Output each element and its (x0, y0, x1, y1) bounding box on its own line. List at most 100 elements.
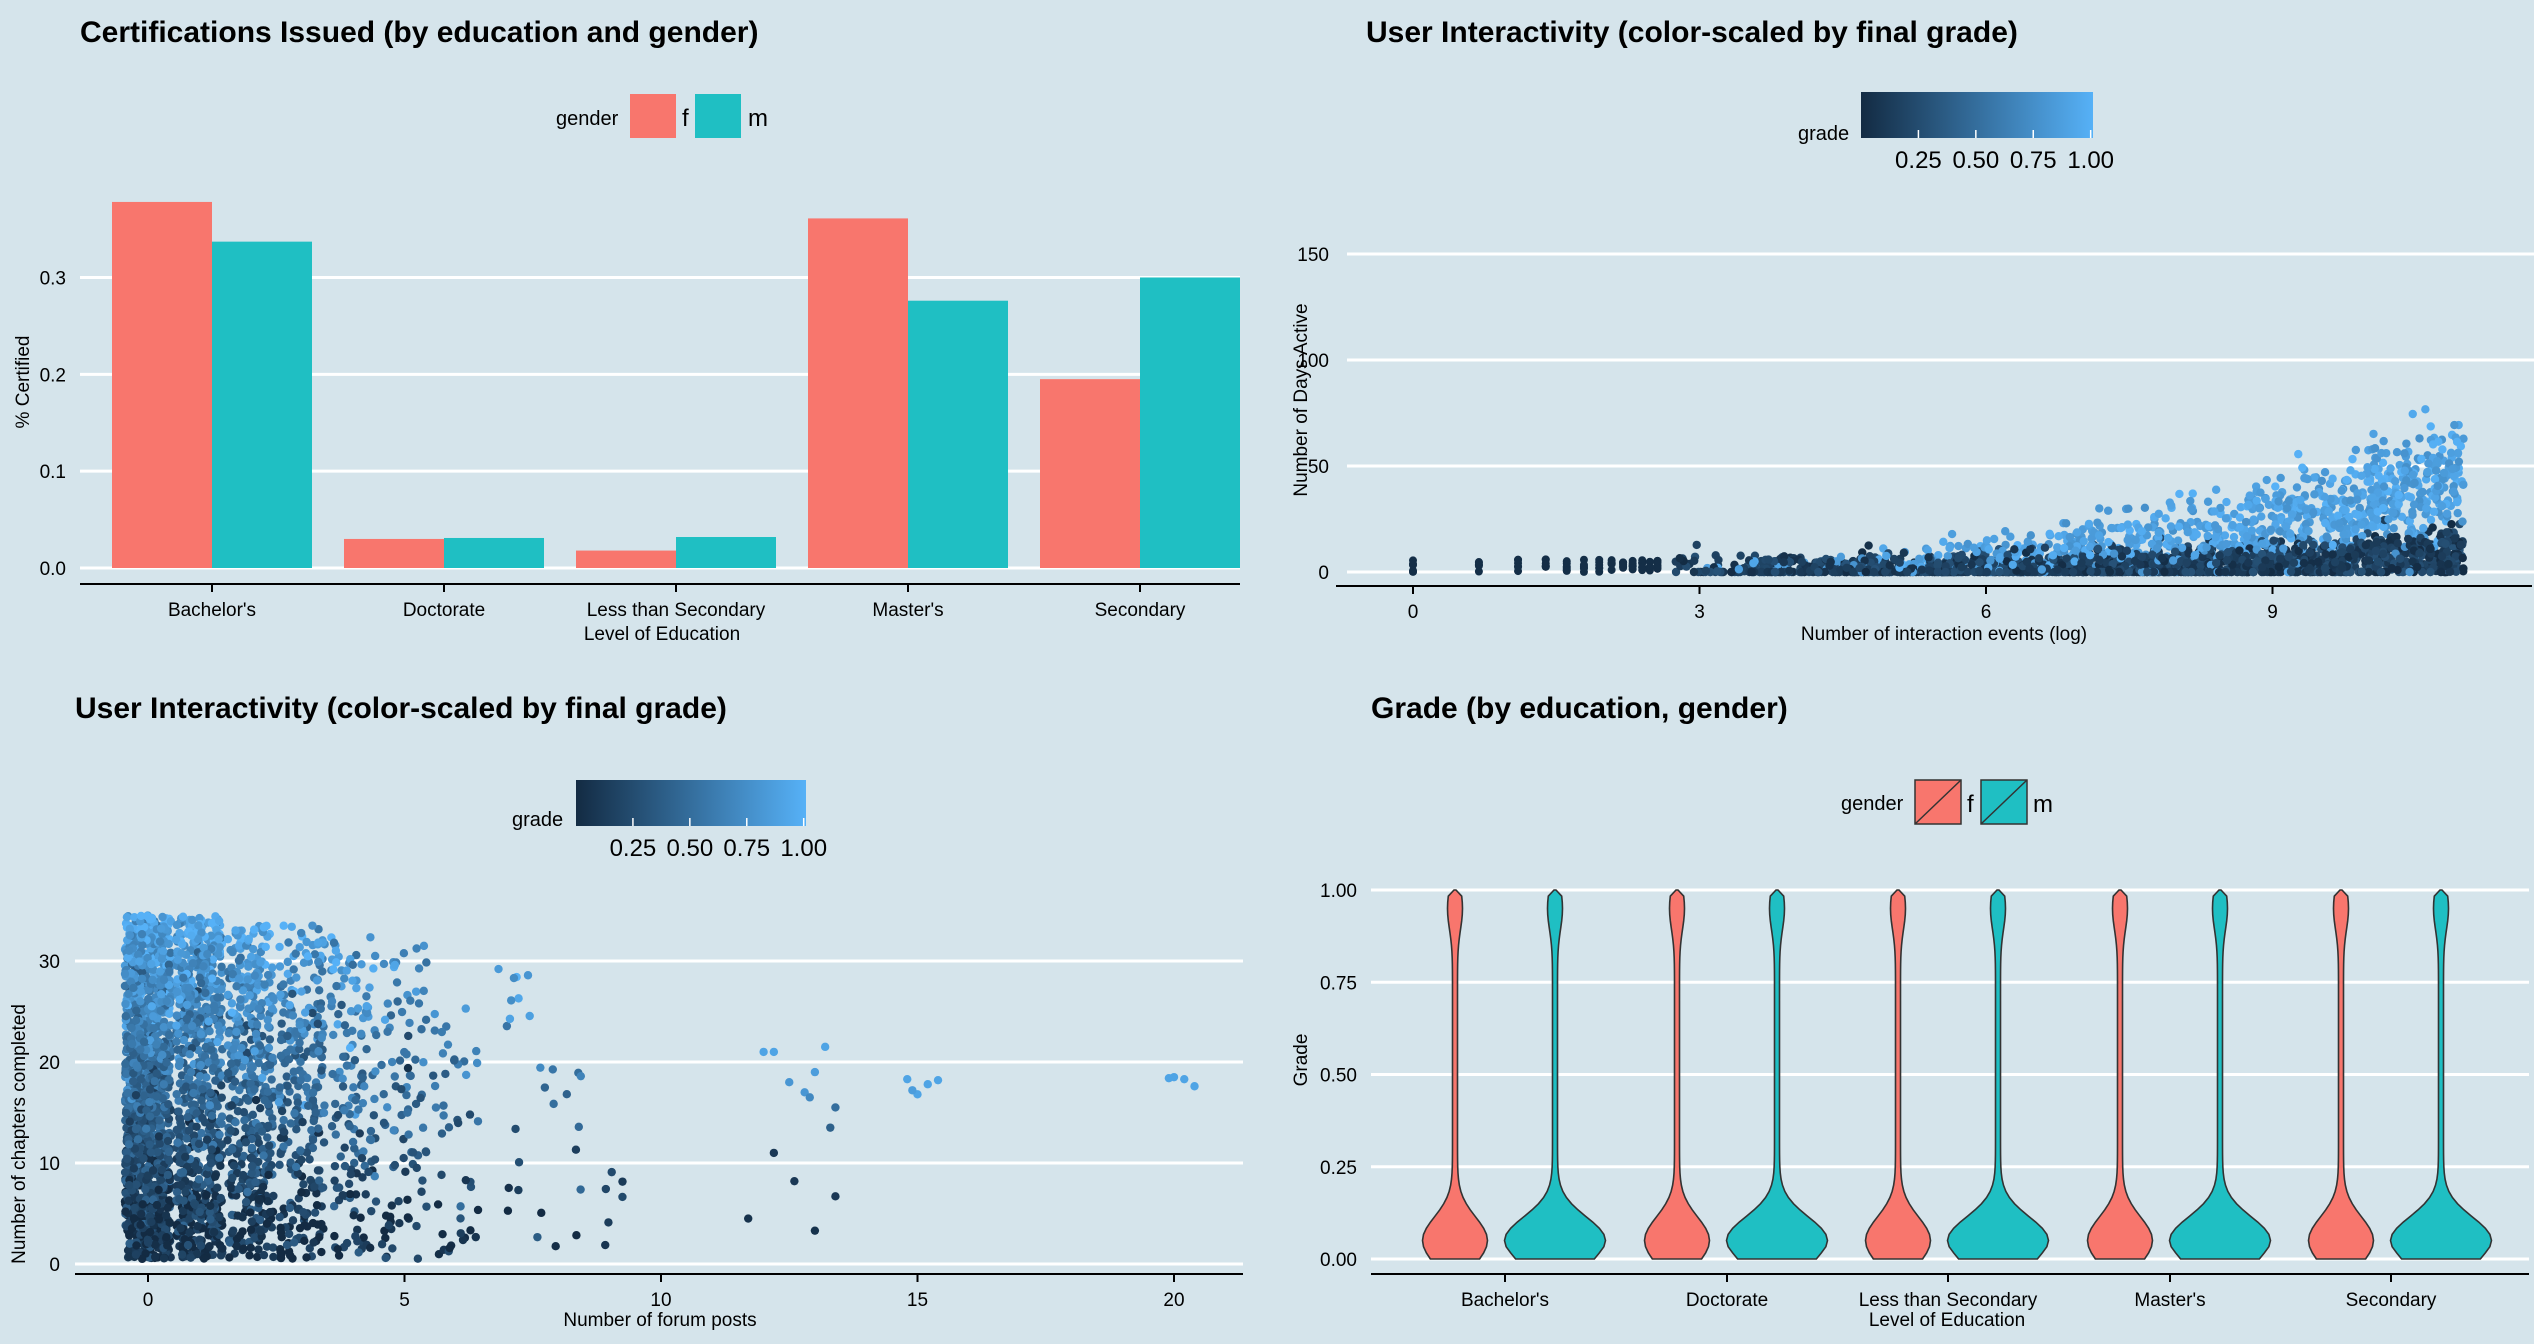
scatter-point (2304, 526, 2313, 536)
scatter-point (2252, 496, 2261, 505)
scatter-point (176, 1114, 185, 1123)
scatter-point (125, 924, 134, 934)
scatter-point (164, 1030, 174, 1040)
scatter-point (2321, 518, 2330, 528)
scatter-point (145, 1227, 155, 1237)
scatter-point (208, 955, 218, 964)
scatter-point (1409, 556, 1417, 565)
scatter-point (1713, 567, 1722, 576)
scatter-point (131, 1124, 141, 1134)
scatter-point (2299, 541, 2308, 550)
scatter-point (190, 1161, 200, 1170)
interactivity-days-panel: User Interactivity (color-scaled by fina… (1267, 0, 2534, 672)
scatter-point (2062, 554, 2071, 563)
scatter-point (2376, 567, 2386, 577)
bar-m-4 (1140, 277, 1240, 568)
colorbar-tick-label: 1.00 (780, 835, 827, 862)
scatter-point (2353, 495, 2362, 504)
scatter-point (159, 1080, 168, 1089)
scatter-point (226, 1126, 235, 1135)
scatter-point (2025, 564, 2034, 573)
scatter-point (135, 957, 144, 966)
scatter-point (1714, 555, 1723, 565)
scatter-point (178, 1206, 188, 1216)
scatter-point (211, 1076, 220, 1085)
scatter-point (2216, 503, 2225, 513)
scatter-point (2105, 567, 2115, 577)
scatter-point (2093, 518, 2102, 527)
scatter-point (2413, 562, 2422, 572)
scatter-point (213, 1037, 222, 1047)
scatter-point (2320, 563, 2330, 573)
scatter-point (2084, 519, 2094, 529)
scatter-point (248, 944, 258, 954)
scatter-point (2452, 437, 2462, 447)
scatter-point (2452, 497, 2462, 507)
scatter-point (179, 1196, 188, 1205)
scatter-point (1947, 529, 1957, 539)
scatter-point (2175, 489, 2184, 499)
colorbar-tick-label: 0.25 (1895, 147, 1942, 174)
scatter-point (2432, 456, 2442, 466)
scatter-point (2222, 497, 2231, 507)
scatter-point (2061, 567, 2070, 577)
scatter-point (2370, 464, 2379, 474)
scatter-point (163, 1170, 173, 1180)
scatter-point (2379, 436, 2388, 446)
scatter-point (2079, 537, 2088, 546)
scatter-point (172, 935, 181, 945)
scatter-point (2448, 464, 2457, 474)
scatter-point (2284, 496, 2294, 506)
scatter-point (2373, 557, 2383, 566)
scatter-point (1849, 567, 1858, 577)
scatter-point (181, 1152, 190, 1162)
scatter-point (1607, 558, 1616, 567)
scatter-point (205, 1101, 215, 1110)
scatter-point (2367, 485, 2376, 495)
scatter-point (2123, 520, 2133, 529)
scatter-point (2369, 500, 2378, 510)
scatter-point (2037, 565, 2047, 574)
scatter-point (2006, 532, 2015, 541)
scatter-point (2379, 549, 2388, 559)
scatter-point (158, 946, 168, 956)
colorbar-tick-label: 0.25 (610, 835, 657, 862)
scatter-point (2008, 560, 2017, 569)
scatter-point (206, 1088, 215, 1097)
scatter-point (164, 967, 174, 976)
scatter-point (2387, 563, 2396, 573)
scatter-point (1986, 556, 1995, 565)
colorbar-tick-label: 0.75 (2010, 147, 2057, 174)
scatter-point (2456, 540, 2465, 549)
scatter-point (181, 1187, 190, 1197)
scatter-point (210, 1227, 219, 1237)
scatter-point (2282, 504, 2292, 513)
scatter-point (136, 987, 145, 996)
scatter-point (1701, 566, 1711, 576)
scatter-point (122, 1154, 132, 1164)
scatter-point (1885, 561, 1894, 570)
scatter-point (130, 912, 139, 922)
scatter-point (2310, 473, 2319, 482)
scatter-point (1514, 562, 1523, 571)
scatter-point (2211, 558, 2221, 568)
scatter-point (1939, 537, 1948, 547)
scatter-point (121, 1012, 130, 1021)
scatter-point (1514, 555, 1523, 564)
scatter-point (2371, 546, 2381, 556)
scatter-point (132, 1006, 141, 1015)
scatter-point (2284, 552, 2293, 562)
scatter-point (2124, 504, 2133, 513)
scatter-point (1409, 566, 1417, 575)
scatter-point (1675, 553, 1684, 563)
scatter-point (128, 1077, 138, 1086)
scatter-point (1764, 555, 1773, 564)
scatter-point (217, 1119, 226, 1129)
scatter-point (209, 1063, 218, 1073)
scatter-point (2262, 475, 2271, 485)
scatter-point (120, 981, 130, 991)
scatter-point (133, 950, 143, 960)
scatter-point (194, 1175, 204, 1184)
scatter-point (1579, 555, 1588, 564)
x-tick-label: Secondary (1095, 600, 1186, 621)
